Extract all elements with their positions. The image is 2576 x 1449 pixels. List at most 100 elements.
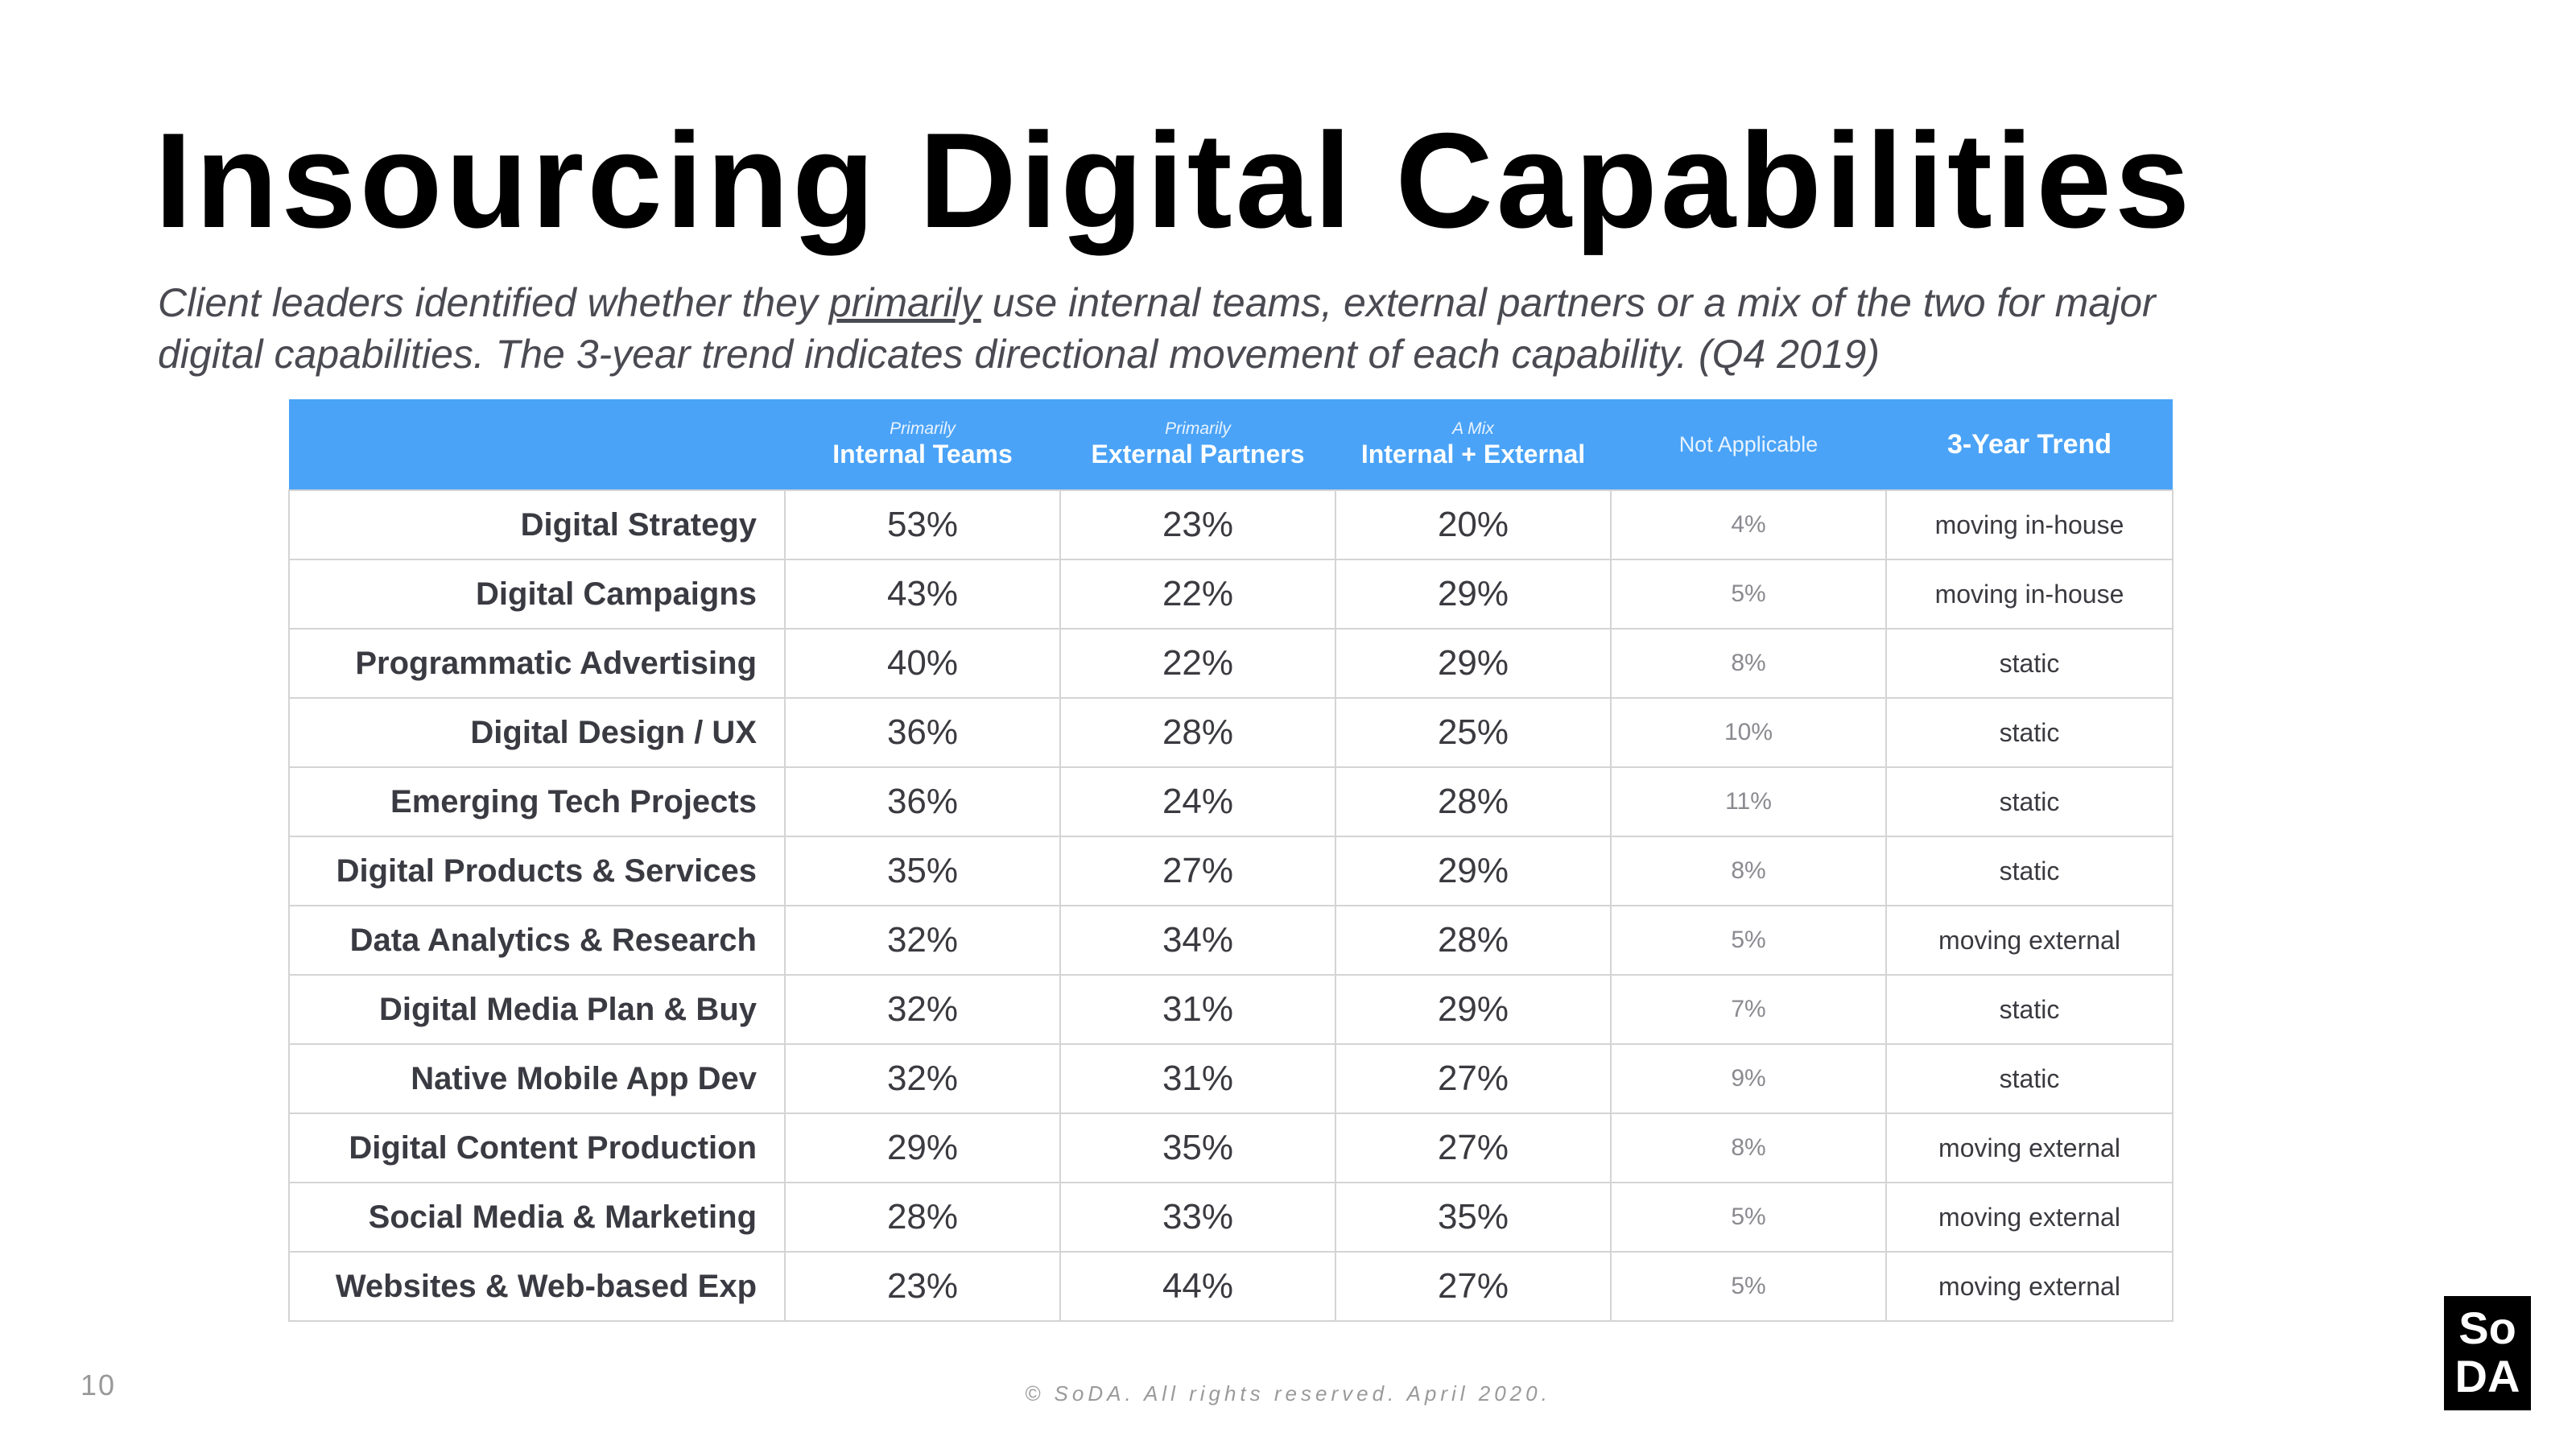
logo-text-top: So [2458,1302,2516,1353]
trend-cell: moving in-house [1885,489,2174,560]
table-row: Data Analytics & Research 32% 34% 28% 5% movi… [288,905,2174,976]
header-3-year-trend: 3-Year Trend [1886,399,2173,490]
header-mix: A Mix Internal + External [1335,399,1611,490]
external-partners-cell: 44% [1059,1251,1336,1322]
subtitle: Client leaders identified whether they p… [158,277,2219,380]
capabilities-table: Primarily Internal Teams Primarily Exter… [288,399,2174,1322]
external-partners-cell: 31% [1059,974,1336,1045]
copyright-footer: © SoDA. All rights reserved. April 2020. [1025,1381,1551,1406]
mix-cell: 27% [1335,1251,1612,1322]
capability-label: Native Mobile App Dev [288,1043,786,1114]
subtitle-underlined-word: primarily [828,280,981,325]
not-applicable-cell: 5% [1610,1182,1887,1253]
table-row: Digital Media Plan & Buy 32% 31% 29% 7% stati… [288,974,2174,1045]
table-row: Digital Campaigns 43% 22% 29% 5% moving in-ho… [288,559,2174,630]
capability-label: Digital Design / UX [288,697,786,768]
table-row: Digital Content Production 29% 35% 27% 8% mov… [288,1113,2174,1183]
external-partners-cell: 28% [1059,697,1336,768]
mix-cell: 29% [1335,628,1612,699]
header-internal-teams: Primarily Internal Teams [785,399,1060,490]
capability-label: Digital Strategy [288,489,786,560]
internal-teams-cell: 32% [784,1043,1061,1114]
trend-cell: moving external [1885,905,2174,976]
mix-cell: 27% [1335,1113,1612,1183]
internal-teams-cell: 35% [784,836,1061,906]
table-row: Digital Design / UX 36% 28% 25% 10% static [288,697,2174,768]
header-qualifier: A Mix [1452,419,1494,438]
mix-cell: 29% [1335,559,1612,630]
external-partners-cell: 22% [1059,559,1336,630]
table-row: Emerging Tech Projects 36% 24% 28% 11% static [288,766,2174,837]
not-applicable-cell: 5% [1610,559,1887,630]
trend-cell: static [1885,974,2174,1045]
capability-label: Programmatic Advertising [288,628,786,699]
subtitle-text-start: Client leaders identified whether they [158,280,829,325]
table-row: Programmatic Advertising 40% 22% 29% 8% stati… [288,628,2174,699]
internal-teams-cell: 32% [784,974,1061,1045]
not-applicable-cell: 5% [1610,1251,1887,1322]
mix-cell: 27% [1335,1043,1612,1114]
header-label: 3-Year Trend [1946,428,2112,460]
internal-teams-cell: 28% [784,1182,1061,1253]
external-partners-cell: 22% [1059,628,1336,699]
mix-cell: 28% [1335,905,1612,976]
trend-cell: moving external [1885,1113,2174,1183]
external-partners-cell: 33% [1059,1182,1336,1253]
external-partners-cell: 31% [1059,1043,1336,1114]
trend-cell: static [1885,628,2174,699]
trend-cell: moving external [1885,1182,2174,1253]
mix-cell: 29% [1335,836,1612,906]
page-number: 10 [80,1368,117,1402]
not-applicable-cell: 11% [1610,766,1887,837]
external-partners-cell: 35% [1059,1113,1336,1183]
header-qualifier: Primarily [890,419,956,438]
mix-cell: 35% [1335,1182,1612,1253]
header-external-partners: Primarily External Partners [1060,399,1335,490]
logo-text-bottom: DA [2454,1351,2520,1402]
not-applicable-cell: 5% [1610,905,1887,976]
header-qualifier: Primarily [1165,419,1231,438]
internal-teams-cell: 23% [784,1251,1061,1322]
soda-logo: So DA [2444,1296,2531,1410]
capability-label: Digital Media Plan & Buy [288,974,786,1045]
capability-label: Digital Content Production [288,1113,786,1183]
trend-cell: static [1885,766,2174,837]
mix-cell: 20% [1335,489,1612,560]
subtitle-text-end: use internal teams, external partners or… [158,280,2156,377]
capability-label: Digital Products & Services [288,836,786,906]
table-header-row: Primarily Internal Teams Primarily Exter… [289,399,2173,490]
trend-cell: moving in-house [1885,559,2174,630]
internal-teams-cell: 36% [784,766,1061,837]
mix-cell: 29% [1335,974,1612,1045]
table-row: Digital Products & Services 35% 27% 29% 8% st… [288,836,2174,906]
internal-teams-cell: 29% [784,1113,1061,1183]
not-applicable-cell: 7% [1610,974,1887,1045]
external-partners-cell: 27% [1059,836,1336,906]
header-label: Internal + External [1360,440,1586,469]
not-applicable-cell: 8% [1610,1113,1887,1183]
table-row: Digital Strategy 53% 23% 20% 4% moving in-hou… [288,489,2174,560]
not-applicable-cell: 4% [1610,489,1887,560]
external-partners-cell: 23% [1059,489,1336,560]
internal-teams-cell: 53% [784,489,1061,560]
internal-teams-cell: 40% [784,628,1061,699]
trend-cell: static [1885,1043,2174,1114]
page-title: Insourcing Digital Capabilities [155,105,2194,256]
trend-cell: static [1885,697,2174,768]
header-label: External Partners [1091,440,1305,469]
header-label: Not Applicable [1678,431,1818,456]
capability-label: Social Media & Marketing [288,1182,786,1253]
header-not-applicable: Not Applicable [1611,399,1886,490]
capability-label: Emerging Tech Projects [288,766,786,837]
trend-cell: moving external [1885,1251,2174,1322]
internal-teams-cell: 36% [784,697,1061,768]
trend-cell: static [1885,836,2174,906]
capability-label: Data Analytics & Research [288,905,786,976]
capability-label: Websites & Web-based Exp [288,1251,786,1322]
not-applicable-cell: 9% [1610,1043,1887,1114]
header-empty [289,399,785,490]
external-partners-cell: 24% [1059,766,1336,837]
header-label: Internal Teams [832,440,1013,469]
table-row: Social Media & Marketing 28% 33% 35% 5% movin… [288,1182,2174,1253]
not-applicable-cell: 10% [1610,697,1887,768]
